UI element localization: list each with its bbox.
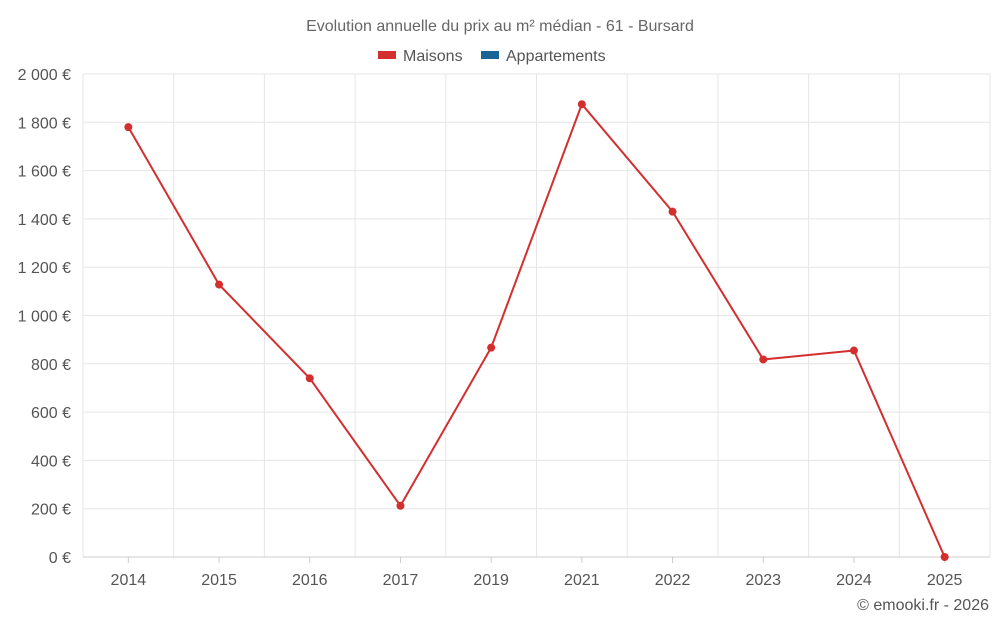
data-point-maisons[interactable] (124, 123, 133, 132)
y-tick-label: 200 € (31, 502, 71, 519)
x-tick-label: 2023 (745, 572, 781, 589)
data-point-maisons[interactable] (940, 553, 949, 561)
y-tick-label: 800 € (31, 357, 71, 374)
data-point-maisons[interactable] (305, 374, 314, 383)
x-tick-label: 2015 (201, 572, 237, 589)
data-point-maisons[interactable] (577, 100, 586, 109)
credit-text: © emooki.fr - 2026 (857, 597, 989, 614)
x-tick-label: 2025 (927, 572, 963, 589)
x-tick-label: 2024 (836, 572, 872, 589)
chart-title: Evolution annuelle du prix au m² médian … (306, 18, 694, 35)
legend-label-appartements[interactable]: Appartements (506, 48, 606, 65)
y-tick-label: 0 € (49, 550, 71, 567)
legend: Maisons Appartements (378, 48, 606, 65)
y-tick-label: 600 € (31, 405, 71, 422)
y-tick-label: 1 200 € (18, 260, 71, 277)
data-point-maisons[interactable] (487, 343, 496, 352)
x-tick-label: 2021 (564, 572, 600, 589)
legend-swatch-maisons[interactable] (378, 51, 396, 59)
y-tick-label: 1 400 € (18, 212, 71, 229)
legend-label-maisons[interactable]: Maisons (403, 48, 463, 65)
data-point-maisons[interactable] (849, 346, 858, 355)
y-tick-label: 400 € (31, 453, 71, 470)
y-tick-label: 1 800 € (18, 115, 71, 132)
x-tick-label: 2022 (655, 572, 691, 589)
y-tick-label: 1 000 € (18, 309, 71, 326)
legend-swatch-appartements[interactable] (481, 51, 499, 59)
y-tick-label: 1 600 € (18, 164, 71, 181)
x-tick-label: 2014 (111, 572, 147, 589)
data-point-maisons[interactable] (396, 501, 405, 510)
grid-layer (82, 73, 991, 557)
data-point-maisons[interactable] (759, 355, 768, 364)
x-tick-label: 2016 (292, 572, 328, 589)
x-tick-label: 2017 (383, 572, 419, 589)
series-line-maisons (127, 103, 946, 558)
y-tick-label: 2 000 € (18, 67, 71, 84)
axis-layer: 0 € 200 € 400 € 600 € 800 € 1 000 € 1 200 € 1 4… (18, 67, 990, 589)
x-tick-label: 2019 (473, 572, 509, 589)
data-point-maisons[interactable] (668, 207, 677, 216)
data-point-maisons[interactable] (215, 280, 224, 289)
series-layer (124, 100, 949, 561)
